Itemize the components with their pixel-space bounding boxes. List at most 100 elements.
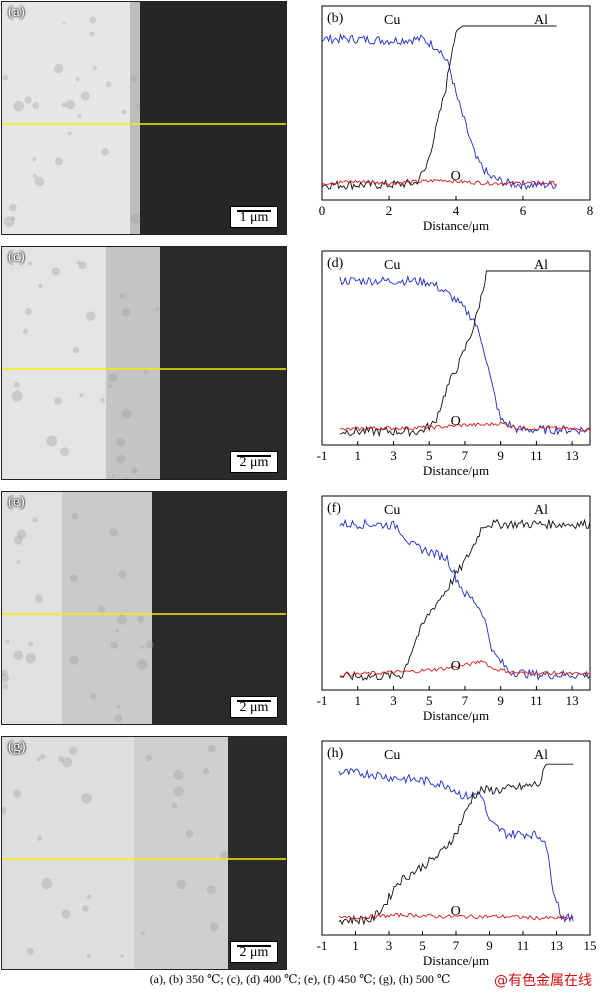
sem-grain-spot <box>10 216 16 222</box>
sem-grain-spot <box>121 408 132 419</box>
sem-grain-spot <box>121 109 127 115</box>
series-line-cu <box>339 275 591 436</box>
sem-grain-spot <box>116 437 126 447</box>
figure-row: (e) 2 μm -1 1 3 5 7 9 11 13 Distance/μm Cu Al O (f) <box>0 490 600 730</box>
scale-bar: 2 μm <box>230 451 278 473</box>
sem-grain-spot <box>122 308 131 317</box>
sem-grain-spot <box>97 605 106 613</box>
sem-grain-spot <box>60 447 70 457</box>
sem-grain-spot <box>130 213 141 224</box>
sem-phase-band <box>62 492 154 724</box>
sem-grain-spot <box>105 81 112 88</box>
sem-grain-spot <box>82 905 89 912</box>
sem-grain-spot <box>51 267 60 276</box>
linescan-chart: -1 1 3 5 7 9 11 13 15 Distance/μm Cu Al O (h) <box>296 735 600 975</box>
sem-grain-spot <box>80 91 90 101</box>
sem-grain-spot <box>100 397 105 403</box>
series-label: Cu <box>384 503 400 518</box>
sem-grain-spot <box>119 292 126 299</box>
sem-grain-spot <box>34 176 45 187</box>
sem-grain-spot <box>27 641 33 647</box>
plot-panel-label: (d) <box>327 256 344 271</box>
sem-grain-spot <box>71 512 79 520</box>
x-tick-label: 5 <box>419 938 426 953</box>
x-tick-label: 7 <box>462 693 469 708</box>
sem-grain-spot <box>120 954 124 958</box>
sem-grain-spot <box>75 77 80 82</box>
x-tick-label: 1 <box>352 938 359 953</box>
scale-bar-label: 1 μm <box>239 210 269 225</box>
sem-grain-spot <box>41 877 53 889</box>
sem-grain-spot <box>77 113 82 119</box>
sem-grain-spot <box>171 802 178 809</box>
sem-grain-spot <box>54 63 64 74</box>
sem-grain-spot <box>24 96 32 104</box>
sem-grain-spot <box>35 594 44 603</box>
sem-phase-band <box>130 2 142 234</box>
scale-bar-label: 2 μm <box>239 455 269 470</box>
sem-grain-spot <box>114 714 123 723</box>
x-tick-label: 3 <box>386 938 393 953</box>
x-tick-label: -1 <box>317 693 328 708</box>
series-label: O <box>451 169 461 184</box>
sem-grain-spot <box>16 560 21 565</box>
sem-grain-spot <box>36 757 42 762</box>
sem-grain-spot <box>202 768 210 775</box>
sem-grain-spot <box>173 769 184 781</box>
x-tick-label: -1 <box>317 938 328 953</box>
sem-grain-spot <box>13 650 24 661</box>
sem-phase-band <box>160 247 286 479</box>
sem-grain-spot <box>137 615 145 623</box>
sem-grain-spot <box>116 454 126 464</box>
sem-image: (e) 2 μm <box>1 491 287 725</box>
x-tick-label: 11 <box>530 693 543 708</box>
linescan-chart: -1 1 3 5 7 9 11 13 Distance/μm Cu Al O (d) <box>296 245 600 485</box>
x-axis-label: Distance/μm <box>423 953 489 968</box>
sem-grain-spot <box>2 806 7 815</box>
scale-bar-line <box>237 945 271 947</box>
sem-grain-spot <box>62 757 73 768</box>
sem-grain-spot <box>13 789 22 798</box>
sem-grain-spot <box>90 692 97 700</box>
sem-image: (a) 1 μm <box>1 1 287 235</box>
sem-phase-band <box>134 737 230 969</box>
sem-phase-band <box>152 492 286 724</box>
sem-grain-spot <box>73 347 80 354</box>
series-label: Al <box>534 258 548 273</box>
sem-grain-spot <box>85 311 96 321</box>
series-label: Al <box>534 503 548 518</box>
series-label: Al <box>534 748 548 763</box>
scale-bar-label: 2 μm <box>239 945 269 960</box>
watermark-text: @有色金属在线 <box>494 973 592 989</box>
x-tick-label: -1 <box>317 448 328 463</box>
scale-bar: 1 μm <box>230 206 278 228</box>
x-tick-label: 11 <box>530 448 543 463</box>
series-line-o <box>339 421 591 432</box>
series-label: O <box>451 659 461 674</box>
sem-grain-spot <box>81 793 92 804</box>
sem-grain-spot <box>40 753 46 760</box>
sem-grain-spot <box>67 131 72 136</box>
sem-image: (g) 2 μm <box>1 736 287 970</box>
scale-bar: 2 μm <box>230 696 278 718</box>
scale-bar-label: 2 μm <box>239 700 269 715</box>
plot-panel-label: (h) <box>327 746 344 761</box>
sem-grain-spot <box>140 646 144 650</box>
sem-grain-spot <box>108 373 118 383</box>
x-axis-label: Distance/μm <box>423 708 489 723</box>
sem-grain-spot <box>2 669 8 676</box>
sem-grain-spot <box>61 909 71 919</box>
x-tick-label: 13 <box>566 693 579 708</box>
series-line-o <box>321 178 557 186</box>
x-tick-label: 11 <box>517 938 530 953</box>
sem-phase-band <box>2 737 136 969</box>
x-tick-label: 13 <box>566 448 579 463</box>
series-line-o <box>338 912 574 921</box>
x-tick-label: 13 <box>550 938 563 953</box>
sem-grain-spot <box>110 641 119 649</box>
x-tick-label: 8 <box>587 203 594 218</box>
sem-grain-spot <box>130 74 138 82</box>
sem-grain-spot <box>78 261 87 270</box>
x-tick-label: 0 <box>319 203 326 218</box>
sem-grain-spot <box>32 173 37 178</box>
